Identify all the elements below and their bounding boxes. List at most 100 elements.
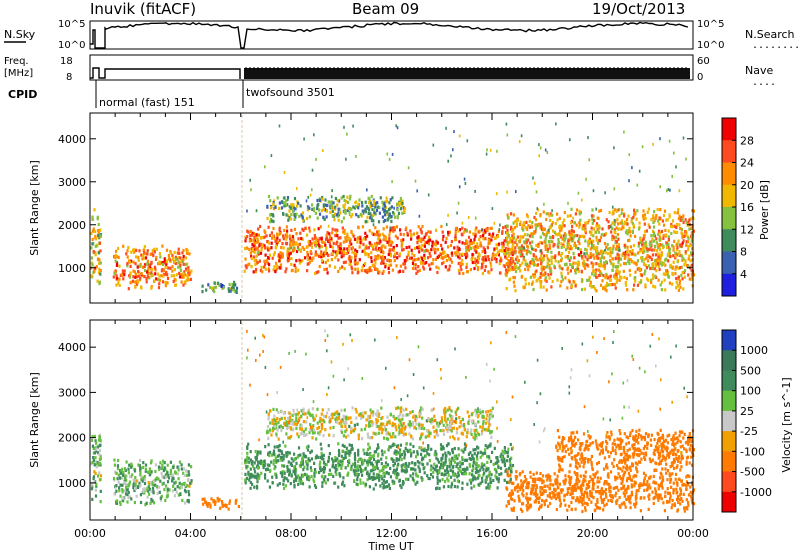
power-cell [495,257,498,261]
power-cell [411,266,415,271]
velocity-cell [368,485,371,489]
velocity-cell [393,462,396,466]
freq-tick-top: 18 [60,56,73,67]
velocity-cell [404,477,408,481]
power-cell [158,282,161,286]
velocity-cell [473,452,476,456]
power-cell [385,225,388,229]
power-cell [476,267,479,272]
power-cell [677,275,680,279]
velocity-cell [183,488,187,492]
power-cell [375,267,378,271]
power-cell [362,263,365,267]
velocity-cell [119,502,122,506]
power-cell [280,245,283,250]
velocity-cell [228,501,231,506]
velocity-cell [463,424,466,428]
velocity-cell [115,489,118,493]
velocity-cell [485,486,488,490]
velocity-cell [511,463,515,468]
velocity-cell [325,463,328,467]
power-speckle [287,198,289,201]
power-cell [465,242,469,246]
power-cell [251,233,254,237]
power-cell [272,199,276,203]
power-cell [624,281,627,285]
power-cell [365,219,368,224]
power-cell [173,250,176,254]
power-cell [366,220,369,224]
velocity-cell [421,423,424,427]
velocity-cell [267,463,270,467]
power-cell [135,248,138,252]
power-cell [634,270,637,274]
power-cell [142,265,145,269]
velocity-cell [177,493,180,497]
power-cell [512,213,515,217]
power-cell [222,286,225,290]
velocity-cell [244,458,247,462]
velocity-cell [183,481,186,485]
power-cell [335,242,338,246]
velocity-cell [310,457,313,461]
velocity-cell [359,481,362,485]
power-cell [598,263,601,267]
velocity-cell [367,442,370,446]
power-cell [402,209,405,213]
power-cell [543,227,546,231]
power-cell [537,277,540,281]
power-cell [602,274,605,278]
power-cell [146,249,149,253]
velocity-cell [402,421,405,426]
velocity-cell [264,473,267,477]
power-cell [347,206,350,210]
velocity-cell [503,463,506,467]
power-cell [656,257,659,262]
power-cell [691,275,694,279]
power-cell [534,257,538,261]
power-cell [227,289,231,293]
power-cell [297,268,300,272]
nsky-tick-top: 10^5 [58,19,85,30]
power-cell [570,247,573,251]
velocity-cell [343,484,346,488]
power-cell [129,271,132,275]
power-cell [639,280,643,284]
velocity-cell [440,458,443,462]
power-cell [617,260,620,264]
power-cell [528,282,531,286]
velocity-cell [301,456,304,460]
power-cell [330,236,333,241]
power-cell [479,243,482,247]
power-cell [364,235,367,240]
power-cell [539,222,542,226]
power-cell [301,237,304,241]
velocity-cell [305,445,308,449]
power-cell [615,275,618,279]
velocity-cell [153,480,156,485]
velocity-cell [472,467,475,471]
power-cell [536,258,539,262]
power-cell [641,214,645,218]
power-cell [595,238,598,242]
power-cell [471,260,474,265]
power-cell [330,203,333,207]
power-cell [137,280,140,284]
power-cell [603,256,606,260]
power-cell [548,264,551,268]
velocity-cell [380,431,384,435]
velocity-cell [462,450,465,454]
power-cell [368,241,371,245]
power-cell [658,248,662,252]
power-cell [493,247,496,251]
power-cell [462,271,465,276]
velocity-cell [496,460,499,465]
velocity-cell [303,454,306,458]
power-cell [659,231,662,235]
velocity-cell [139,459,142,463]
power-cell [552,244,555,248]
power-cell [306,208,309,212]
power-cell [599,270,602,274]
velocity-cell [388,419,391,423]
power-cell [320,250,323,254]
